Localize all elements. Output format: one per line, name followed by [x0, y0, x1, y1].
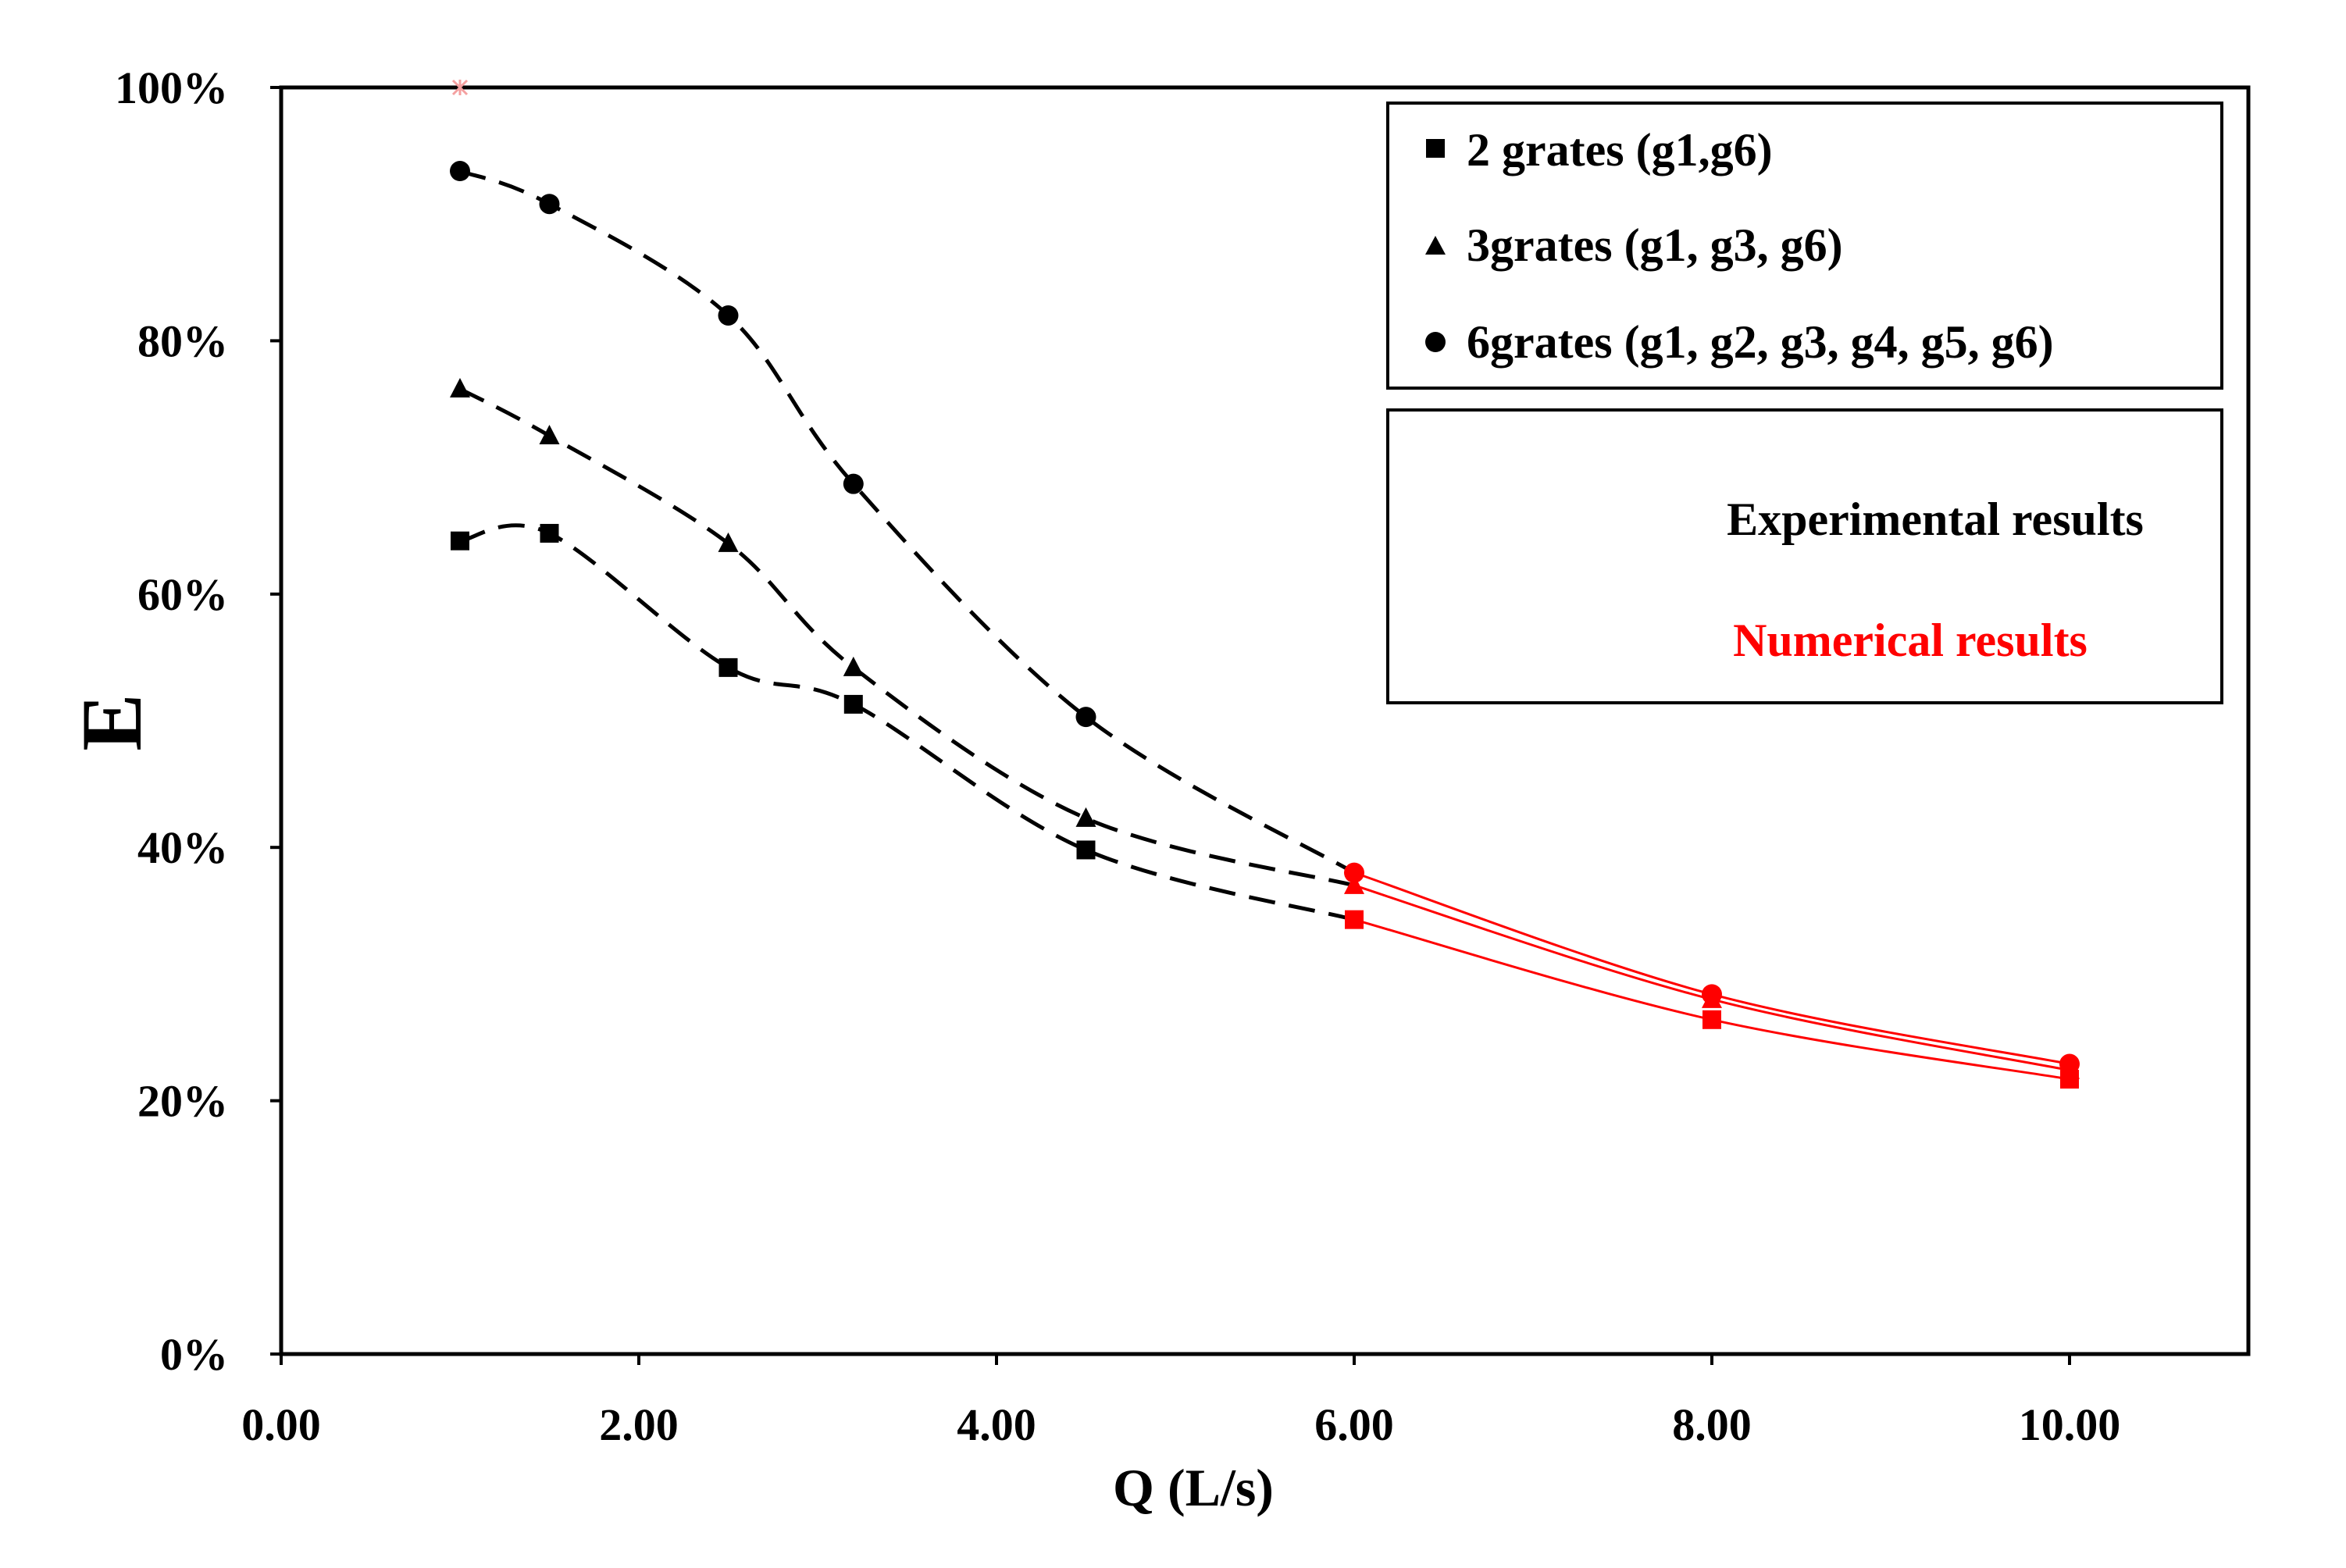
experimental-line-circle: [459, 169, 1356, 875]
experimental-point-circle: [1344, 862, 1364, 883]
experimental-point-square: [718, 657, 738, 677]
outlier-point: [451, 79, 469, 96]
x-axis-title: Q (L/s): [1113, 1458, 1274, 1517]
numerical-line-circle: [1353, 871, 2070, 1066]
experimental-results-label: Experimental results: [1727, 494, 2144, 545]
legend-item-2-grates[interactable]: 2 grates (g1,g6): [1426, 124, 1773, 176]
y-tick-label: 80%: [137, 315, 228, 366]
experimental-line-square: [459, 523, 1355, 922]
y-tick-label: 0%: [160, 1329, 228, 1380]
y-tick-label: 100%: [115, 62, 228, 113]
numerical-results-label: Numerical results: [1733, 615, 2088, 666]
y-tick-label: 40%: [137, 822, 228, 873]
x-tick-label: 0.00: [241, 1399, 321, 1450]
circle-marker-icon: [1425, 332, 1446, 352]
experimental-point-square: [843, 694, 863, 714]
plot-area: [279, 85, 2251, 1356]
numerical-lines: [1353, 871, 2070, 1081]
x-tick-label: 10.00: [2019, 1399, 2121, 1450]
data-markers: [450, 79, 2080, 1089]
experimental-point-triangle: [450, 378, 470, 398]
experimental-point-square: [451, 531, 469, 551]
legend-label-3-grates: 3grates (g1, g3, g6): [1467, 219, 1843, 271]
y-tick-label: 60%: [137, 569, 228, 620]
y-axis-title: E: [64, 693, 159, 750]
y-tick-label: 20%: [137, 1076, 228, 1127]
experimental-line-triangle: [458, 387, 1355, 888]
experimental-point-circle: [843, 473, 864, 494]
x-tick-label: 4.00: [957, 1399, 1036, 1450]
experimental-point-triangle: [1075, 807, 1096, 827]
x-tick-label: 2.00: [599, 1399, 679, 1450]
numerical-point-circle: [1702, 984, 1722, 1005]
x-axis-ticks: 0.00 2.00 4.00 6.00 8.00 10.00: [241, 1354, 2120, 1450]
x-tick-label: 8.00: [1672, 1399, 1752, 1450]
legend-item-6-grates[interactable]: 6grates (g1, g2, g3, g4, g5, g6): [1425, 316, 2054, 368]
experimental-point-triangle: [1344, 874, 1364, 894]
annotation-box: [1386, 408, 2223, 704]
experimental-point-square: [1076, 840, 1096, 860]
experimental-point-square: [1345, 910, 1364, 929]
numerical-point-circle: [2059, 1053, 2080, 1074]
experimental-point-circle: [539, 194, 560, 215]
square-marker-icon: [1426, 139, 1445, 158]
x-tick-label: 6.00: [1314, 1399, 1394, 1450]
y-axis-ticks: 0% 20% 40% 60% 80% 100%: [115, 62, 281, 1380]
legend-label-6-grates: 6grates (g1, g2, g3, g4, g5, g6): [1467, 316, 2054, 368]
numerical-line-triangle: [1353, 884, 2070, 1072]
triangle-marker-icon: [1425, 236, 1446, 255]
legend-item-3-grates[interactable]: 3grates (g1, g3, g6): [1425, 219, 1843, 271]
experimental-point-triangle: [539, 425, 560, 445]
numerical-point-square: [1702, 1010, 1721, 1029]
experimental-point-triangle: [843, 656, 864, 676]
experimental-point-circle: [1075, 707, 1096, 728]
experimental-point-triangle: [718, 532, 739, 552]
experimental-point-circle: [718, 305, 739, 326]
legend-label-2-grates: 2 grates (g1,g6): [1467, 124, 1773, 176]
experimental-lines: [458, 169, 1356, 922]
experimental-point-circle: [450, 161, 470, 182]
legend-box: [1386, 102, 2223, 390]
experimental-point-square: [540, 523, 559, 543]
